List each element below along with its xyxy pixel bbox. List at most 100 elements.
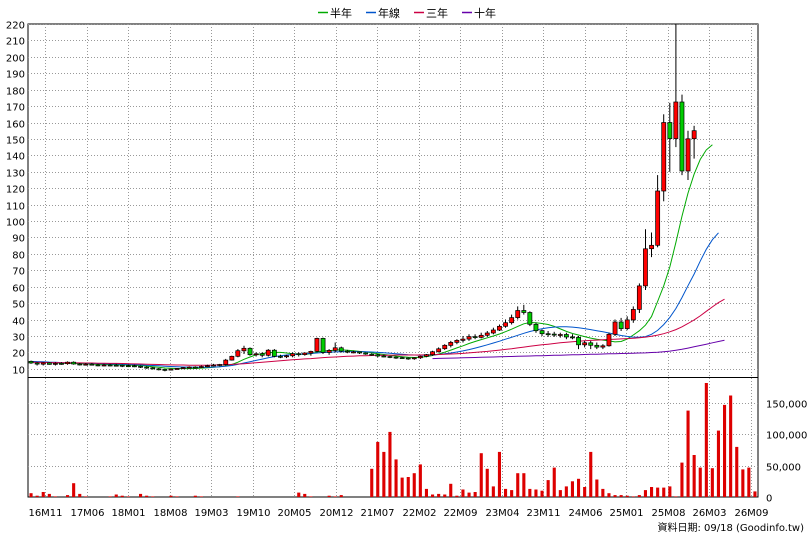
candle-body [230, 356, 234, 360]
volume-bar [528, 489, 531, 497]
candle-body [126, 366, 130, 367]
price-tick-label: 190 [6, 70, 25, 81]
price-tick-label: 80 [12, 251, 25, 262]
legend-label: 半年 [330, 6, 352, 20]
volume-bar [78, 494, 81, 497]
candle-body [461, 339, 465, 340]
volume-bar [741, 469, 744, 497]
volume-bar [498, 452, 501, 497]
candle-body [59, 363, 63, 364]
candle [181, 367, 185, 369]
candle-body [157, 369, 161, 370]
candle [72, 361, 76, 364]
x-tick-label: 25M08 [651, 508, 685, 519]
candle-body [394, 357, 398, 358]
candle-body [467, 337, 471, 340]
volume-bar [747, 468, 750, 497]
x-tick-label: 24M06 [568, 508, 602, 519]
candle-body [674, 102, 678, 139]
candle [431, 351, 435, 356]
candle-body [29, 361, 33, 363]
volume-bar [553, 468, 556, 497]
candle-body [437, 349, 441, 352]
volume-bar [577, 479, 580, 497]
candle-body [90, 364, 94, 365]
candle-body [370, 354, 374, 355]
volume-bar [194, 496, 197, 497]
candle-body [96, 365, 100, 366]
volume-bar [504, 489, 507, 497]
candle-body [248, 348, 252, 354]
candle [321, 338, 325, 354]
candle-body [607, 334, 611, 346]
candle-body [656, 191, 660, 245]
volume-bar [401, 478, 404, 497]
x-tick-label: 21M07 [360, 508, 394, 519]
volume-bar [614, 495, 617, 497]
candle [230, 356, 234, 361]
legend-item: 三年 [414, 6, 448, 20]
volume-bar [650, 487, 653, 497]
price-tick-label: 130 [6, 169, 25, 180]
candle-body [47, 363, 51, 365]
x-tick-label: 18M08 [153, 508, 187, 519]
volume-tick-label: 100,000 [766, 431, 807, 442]
volume-bar [595, 480, 598, 498]
candle [224, 359, 228, 366]
candle-body [224, 360, 228, 364]
candle-body [686, 139, 690, 171]
volume-bar [42, 492, 45, 497]
candle-body [120, 365, 124, 366]
volume-tick-label: 50,000 [766, 463, 801, 474]
volume-bar [425, 489, 428, 497]
candle-body [35, 363, 39, 364]
volume-bar [370, 469, 373, 497]
volume-bar [109, 496, 112, 497]
volume-bar [48, 494, 51, 497]
volume-bar [534, 490, 537, 498]
candle-body [297, 354, 301, 355]
price-tick-label: 20 [12, 349, 25, 360]
volume-bar [382, 452, 385, 497]
volume-bar [583, 487, 586, 497]
x-tick-label: 18M01 [111, 508, 145, 519]
candle-body [309, 351, 313, 353]
candle-body [643, 249, 647, 286]
candle-body [78, 364, 82, 365]
volume-bar [468, 493, 471, 497]
price-tick-label: 100 [6, 218, 25, 229]
volume-bar [309, 496, 312, 497]
candle-body [139, 366, 143, 367]
volume-bar [486, 469, 489, 497]
candle-body [510, 318, 514, 323]
candle-body [187, 367, 191, 368]
price-tick-label: 150 [6, 136, 25, 147]
candle-body [266, 350, 270, 355]
volume-bar [461, 490, 464, 498]
volume-bar [30, 493, 33, 497]
volume-bar [176, 496, 179, 497]
price-tick-label: 40 [12, 317, 25, 328]
volume-bar [413, 473, 416, 497]
candle [613, 320, 617, 337]
plot-border [28, 24, 758, 497]
volume-bar [705, 383, 708, 497]
candle-body [388, 357, 392, 358]
volume-bar [145, 496, 148, 497]
candle-body [625, 320, 629, 329]
x-tick-label: 19M10 [236, 508, 270, 519]
volume-bar [717, 431, 720, 497]
volume-bar [376, 442, 379, 497]
candle-body [534, 324, 538, 330]
candle-body [619, 322, 623, 329]
candle-body [528, 313, 532, 325]
candle-body [260, 354, 264, 356]
candle-body [376, 355, 380, 356]
price-tick-label: 210 [6, 37, 25, 48]
x-tick-label: 16M11 [28, 508, 62, 519]
candle-body [680, 102, 684, 171]
candle-body [589, 343, 593, 346]
candle-body [418, 356, 422, 358]
candle-body [303, 353, 307, 355]
candle-body [406, 358, 410, 359]
